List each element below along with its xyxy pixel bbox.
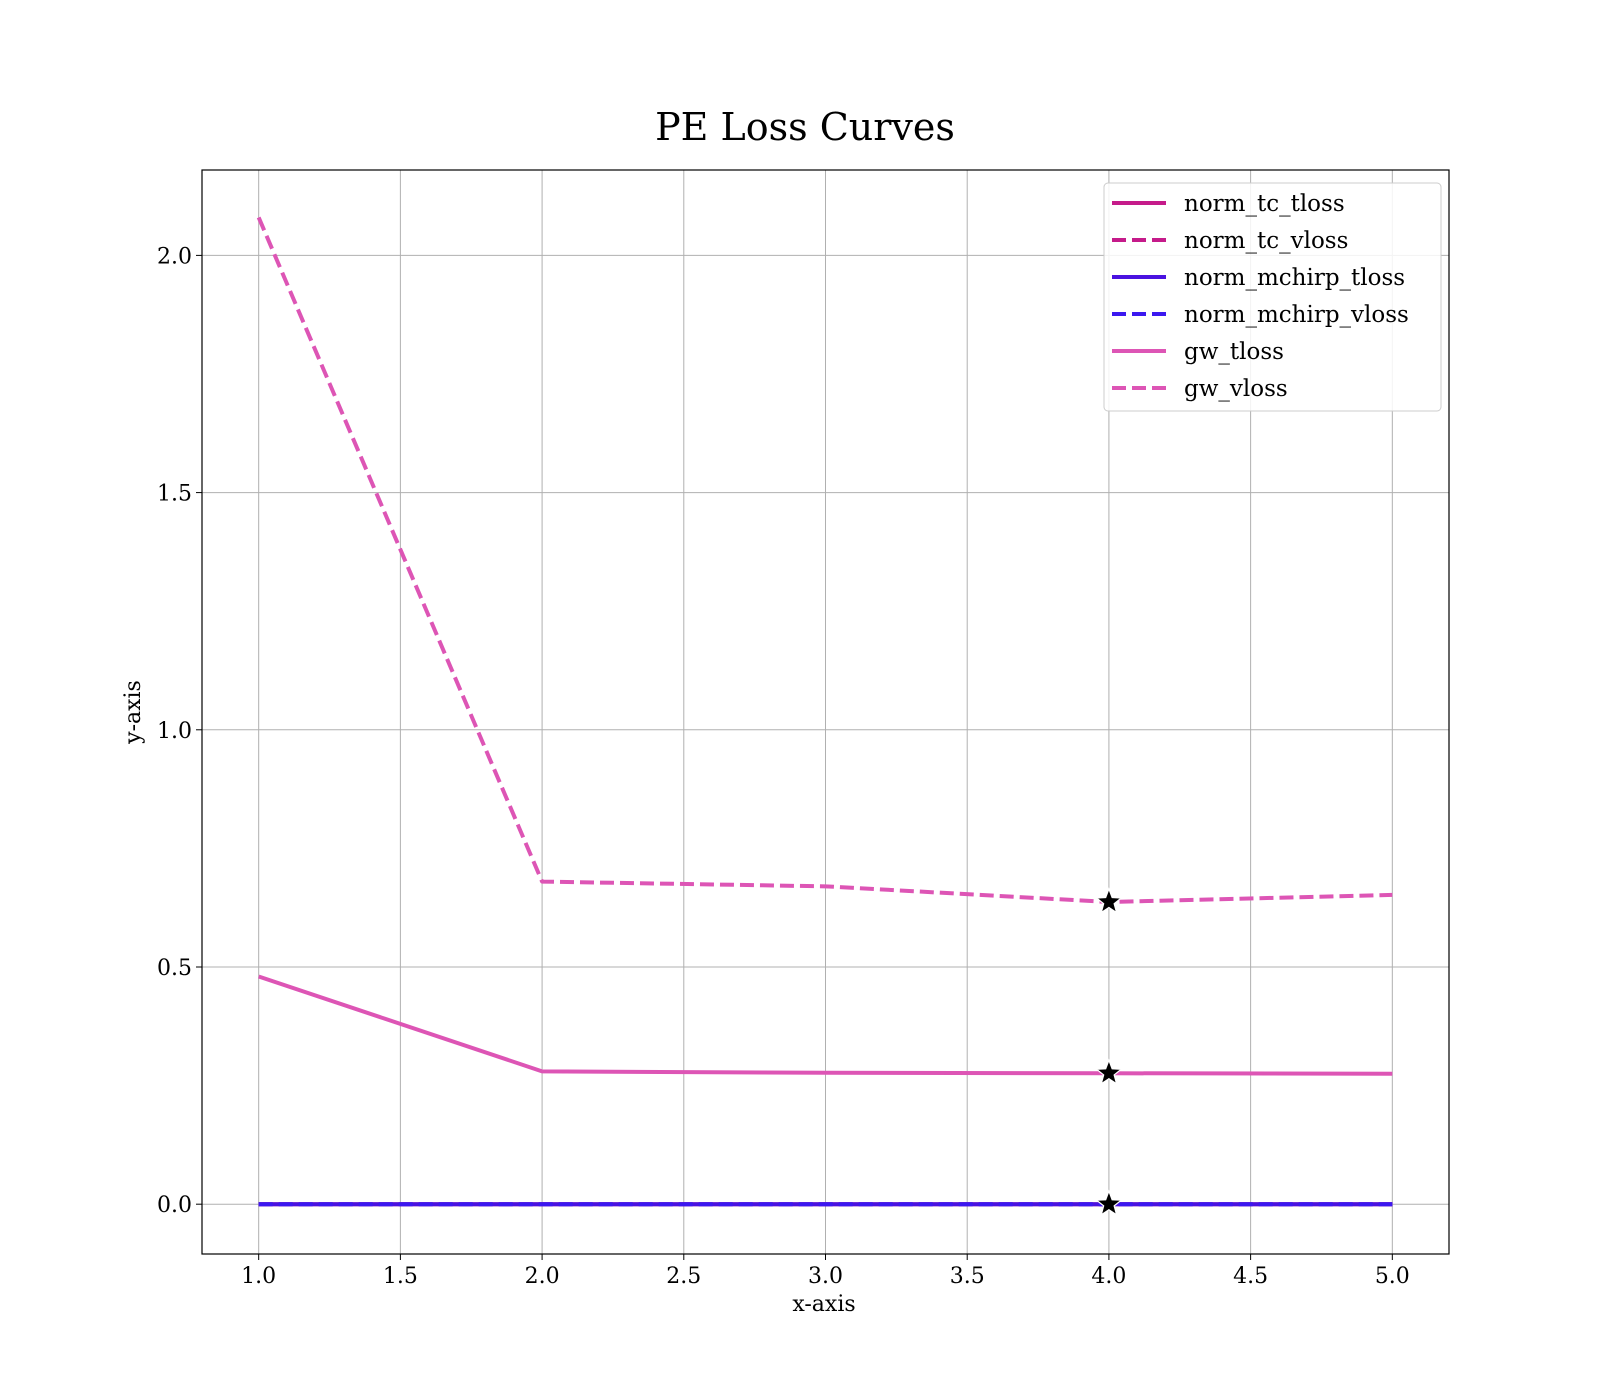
y-tick-label: 0.0 [157, 1193, 192, 1218]
best-epoch-star-marker [1094, 1058, 1123, 1086]
tick-layer: 1.0 1.5 2.0 2.5 3.0 3.5 4.0 4.5 5.0 0.0 0.5 1.0 1.5 2… [157, 244, 1410, 1289]
x-tick-label: 3.5 [950, 1264, 985, 1289]
x-axis-label: x-axis [792, 1292, 855, 1317]
best-epoch-star-marker [1094, 887, 1123, 914]
x-tick-label: 5.0 [1375, 1264, 1410, 1289]
legend-label: norm_tc_tloss [1184, 191, 1345, 217]
series-line-gw_vloss [256, 216, 1393, 904]
series-line-gw_tloss [258, 974, 1393, 1076]
legend-label: norm_tc_vloss [1184, 228, 1348, 254]
x-tick-label: 1.5 [383, 1264, 418, 1289]
legend-label: norm_mchirp_tloss [1184, 265, 1405, 291]
chart-title: PE Loss Curves [655, 105, 955, 149]
legend: norm_tc_tloss norm_tc_vloss norm_mchirp_tl… [1103, 182, 1442, 412]
marker-layer [1094, 887, 1123, 1217]
y-tick-label: 2.0 [157, 244, 192, 269]
x-tick-label: 2.5 [666, 1264, 701, 1289]
legend-box [1103, 182, 1442, 412]
best-epoch-star-marker [1094, 1189, 1123, 1217]
legend-label: gw_vloss [1184, 376, 1288, 402]
x-tick-label: 1.0 [241, 1264, 276, 1289]
series-layer [256, 216, 1393, 1207]
x-tick-label: 3.0 [808, 1264, 843, 1289]
x-tick-label: 4.0 [1091, 1264, 1126, 1289]
y-tick-label: 1.5 [157, 482, 192, 507]
legend-label: norm_mchirp_vloss [1184, 302, 1409, 328]
x-tick-label: 2.0 [525, 1264, 560, 1289]
x-tick-label: 4.5 [1233, 1264, 1268, 1289]
y-tick-label: 0.5 [157, 956, 192, 981]
y-axis-label: y-axis [121, 680, 146, 745]
y-tick-label: 1.0 [157, 719, 192, 744]
legend-label: gw_tloss [1184, 339, 1284, 365]
